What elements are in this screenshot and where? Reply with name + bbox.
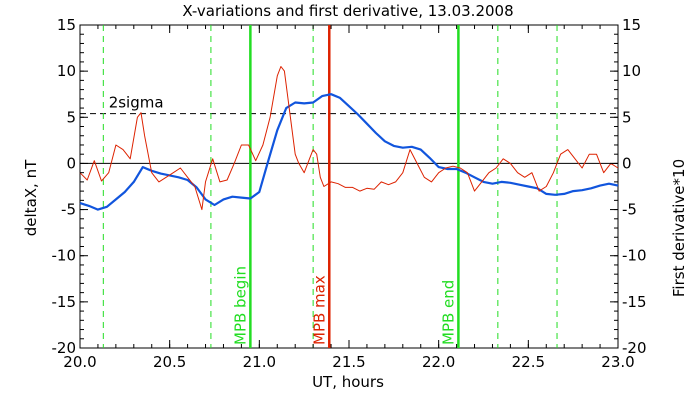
x-tick-label: 21.5 [332,353,365,371]
y-tick-label-right: -10 [622,247,647,265]
y-tick-label-right: 15 [622,16,641,34]
y-tick-label-left: -10 [52,247,77,265]
x-tick-label: 21.0 [243,353,276,371]
y-tick-label-left: -5 [61,201,76,219]
y-tick-label-right: -15 [622,293,647,311]
series-line-derivative [79,66,619,211]
y-tick-label-right: 5 [622,108,632,126]
y-tick-label-right: 0 [622,154,632,172]
y-axis-title-right: First derivative*10 [670,159,688,297]
event-label: MPB end [439,280,457,345]
y-tick-label-left: 10 [57,62,76,80]
x-tick-label: 20.5 [153,353,186,371]
plot-area: 2sigma MPB begin MPB max MPB end [79,24,619,349]
y-tick-label-left: -20 [52,339,77,357]
y-tick-label-left: 5 [66,108,76,126]
x-tick-label: 22.5 [512,353,545,371]
axis-ticks: 20.0 20.5 21.0 21.5 22.0 22.5 23.0 15 15 10 10 5 5 0 0… [52,16,647,371]
event-label: MPB max [310,275,328,345]
y-tick-label-left: 0 [66,154,76,172]
y-tick-label-left: -15 [52,293,77,311]
event-label: MPB begin [231,266,249,345]
y-tick-label-right: 10 [622,62,641,80]
x-tick-label: 23.0 [601,353,634,371]
x-axis-title: UT, hours [312,373,384,391]
y-tick-label-right: -20 [622,339,647,357]
x-tick-label: 20.0 [63,353,96,371]
y-tick-label-left: 15 [57,16,76,34]
x-tick-label: 22.0 [422,353,455,371]
chart-title: X-variations and first derivative, 13.03… [182,2,513,20]
y-tick-label-right: -5 [622,201,637,219]
threshold-label: 2sigma [109,94,164,112]
y-axis-title-left: deltaX, nT [22,159,40,236]
